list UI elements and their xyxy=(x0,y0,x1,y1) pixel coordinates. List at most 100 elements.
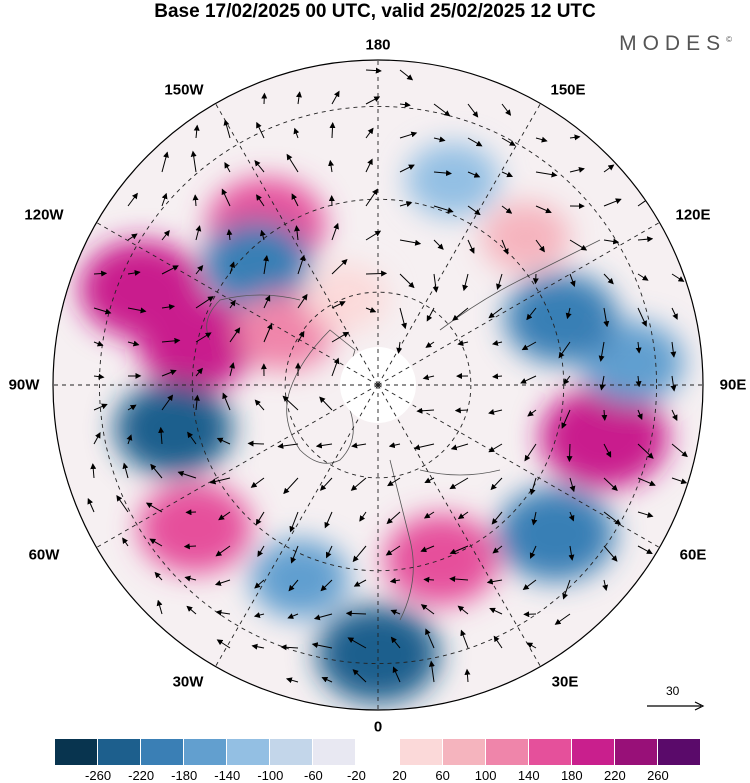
wind-arrow xyxy=(321,676,333,683)
colorbar-swatch xyxy=(227,739,271,765)
wind-arrow xyxy=(297,330,305,343)
wind-arrow xyxy=(420,545,435,553)
wind-arrow xyxy=(486,578,503,585)
colorbar-swatch xyxy=(356,739,400,765)
wind-arrow xyxy=(457,605,469,615)
wind-arrow xyxy=(501,103,512,116)
wind-arrow xyxy=(93,340,104,347)
map-title: Base 17/02/2025 00 UTC, valid 25/02/2025… xyxy=(154,1,596,22)
wind-arrow xyxy=(449,477,469,490)
wind-arrow xyxy=(433,239,444,250)
wind-arrow xyxy=(255,511,265,526)
wind-arrow xyxy=(501,137,516,146)
wind-arrow xyxy=(452,307,469,321)
wind-arrow xyxy=(161,303,176,310)
wind-arrow xyxy=(214,579,231,586)
meridian-line xyxy=(215,103,379,386)
colorbar-swatch xyxy=(571,739,615,765)
anomaly-core xyxy=(529,512,583,556)
wind-arrow xyxy=(433,205,454,214)
wind-arrow xyxy=(670,375,677,392)
wind-arrow xyxy=(637,409,643,420)
colorbar-tick-label: -60 xyxy=(303,768,323,783)
wind-arrow xyxy=(161,151,169,173)
wind-arrow xyxy=(399,69,414,81)
wind-arrow xyxy=(177,470,197,479)
wind-arrow xyxy=(216,639,231,649)
wind-arrow xyxy=(263,295,271,309)
colorbar-swatch xyxy=(614,739,658,765)
wind-arrow xyxy=(256,194,265,207)
wind-arrow xyxy=(209,477,231,485)
colorbar-tick-label: -20 xyxy=(347,768,366,783)
wind-arrow xyxy=(501,205,513,214)
wind-arrow xyxy=(424,477,435,484)
wind-arrow xyxy=(286,153,299,173)
wind-arrow xyxy=(195,225,202,241)
wind-arrow xyxy=(388,442,401,449)
wind-arrow xyxy=(277,442,299,449)
wind-arrow xyxy=(671,409,678,422)
wind-arrow xyxy=(161,394,174,411)
wind-arrow xyxy=(450,443,469,451)
wind-arrow xyxy=(289,511,299,533)
wind-arrow xyxy=(183,543,197,550)
wind-arrow xyxy=(566,443,573,463)
wind-arrow xyxy=(433,136,446,143)
lon-label-30e: 30E xyxy=(551,673,579,691)
colorbar-swatch xyxy=(485,739,529,765)
wind-arrow xyxy=(399,239,422,246)
anomaly-core xyxy=(609,344,656,382)
wind-arrow xyxy=(433,170,452,177)
wind-arrow xyxy=(488,409,503,415)
wind-arrow xyxy=(285,677,299,684)
wind-arrow xyxy=(291,193,299,207)
wind-arrow xyxy=(190,150,197,173)
reference-vector-arrow xyxy=(647,701,705,711)
lon-label-180: 180 xyxy=(365,36,391,54)
wind-arrow xyxy=(195,264,204,275)
wind-arrow xyxy=(568,545,575,561)
wind-arrow xyxy=(385,545,401,556)
anomaly-core xyxy=(147,407,201,450)
wind-arrow xyxy=(320,477,333,491)
wind-arrow xyxy=(399,273,415,289)
graticule xyxy=(53,60,703,710)
wind-arrow xyxy=(554,613,571,625)
wind-arrow xyxy=(396,341,403,354)
wind-arrow xyxy=(392,666,401,683)
lon-label-120e: 120E xyxy=(675,206,711,224)
colorbar-swatch xyxy=(184,739,228,765)
wind-arrow xyxy=(215,545,231,557)
wind-arrow xyxy=(293,127,300,139)
wind-arrow xyxy=(156,599,163,615)
wind-arrow xyxy=(184,575,197,582)
wind-arrow xyxy=(565,307,572,320)
wind-arrow xyxy=(535,205,552,214)
wind-arrow xyxy=(433,103,451,117)
wind-arrow xyxy=(297,254,306,275)
wind-arrow xyxy=(449,576,469,583)
meridian-line xyxy=(377,222,660,386)
wind-arrow xyxy=(603,198,622,207)
wind-arrow xyxy=(359,511,367,522)
wind-arrow xyxy=(161,369,177,377)
wind-arrow xyxy=(122,462,129,479)
wind-arrow xyxy=(297,293,308,309)
wind-arrow xyxy=(161,337,181,344)
wind-arrow xyxy=(568,511,575,522)
colorbar-tick-label: -220 xyxy=(128,768,155,783)
wind-arrow xyxy=(531,511,538,526)
wind-arrow xyxy=(122,537,129,547)
wind-arrow xyxy=(158,426,165,445)
wind-arrow xyxy=(365,158,373,173)
lon-label-120w: 120W xyxy=(24,206,64,224)
colorbar-swatch xyxy=(657,739,701,765)
wind-arrow xyxy=(195,367,203,377)
europe-outline xyxy=(389,459,501,621)
wind-arrow xyxy=(603,477,618,492)
wind-arrow xyxy=(454,407,469,414)
wind-arrow xyxy=(351,442,367,449)
anomaly-core xyxy=(350,632,406,677)
colorbar-tick-label: 180 xyxy=(560,768,583,783)
